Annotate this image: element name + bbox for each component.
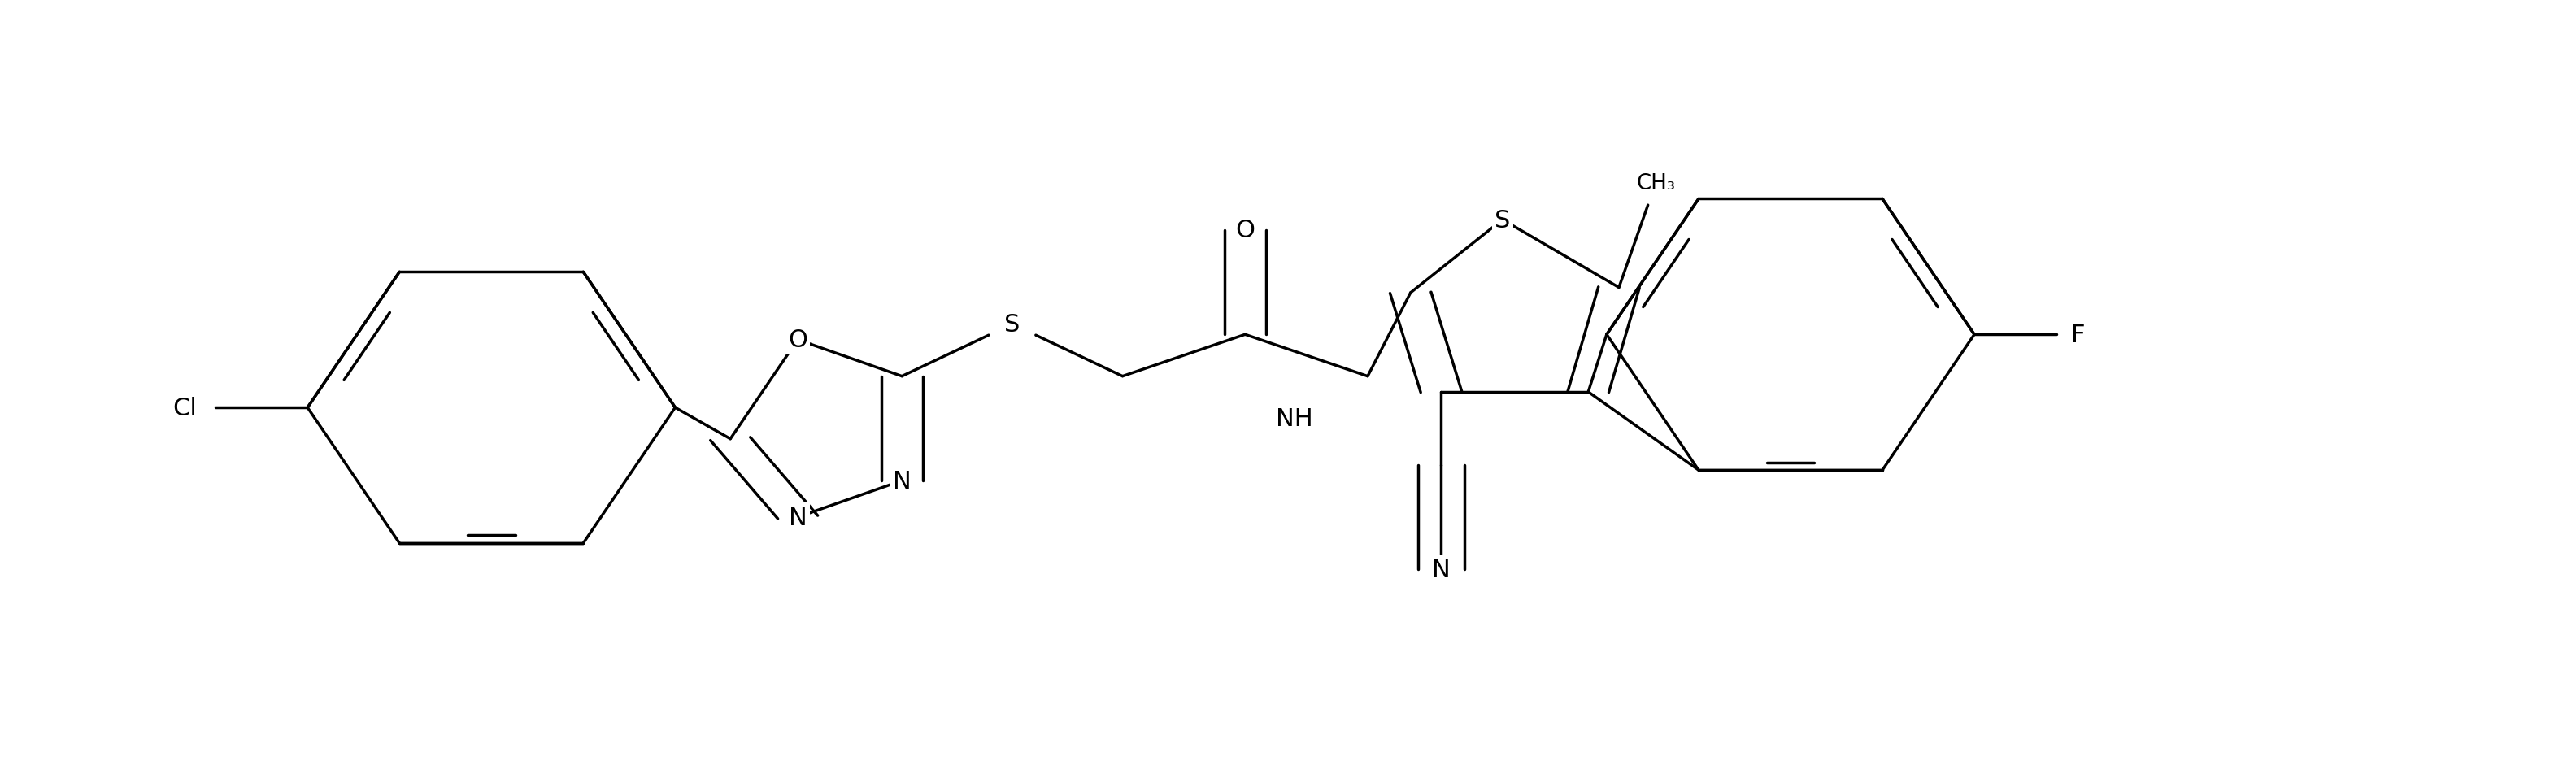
- Text: N: N: [894, 469, 912, 492]
- Text: CH₃: CH₃: [1636, 173, 1674, 194]
- Text: O: O: [1236, 219, 1255, 242]
- Text: Cl: Cl: [173, 396, 198, 420]
- Text: N: N: [1432, 558, 1450, 581]
- Text: O: O: [788, 328, 806, 352]
- Text: F: F: [2071, 323, 2087, 347]
- Text: NH: NH: [1275, 406, 1314, 430]
- Text: S: S: [1494, 208, 1510, 232]
- Text: S: S: [1005, 313, 1020, 336]
- Text: N: N: [788, 505, 806, 529]
